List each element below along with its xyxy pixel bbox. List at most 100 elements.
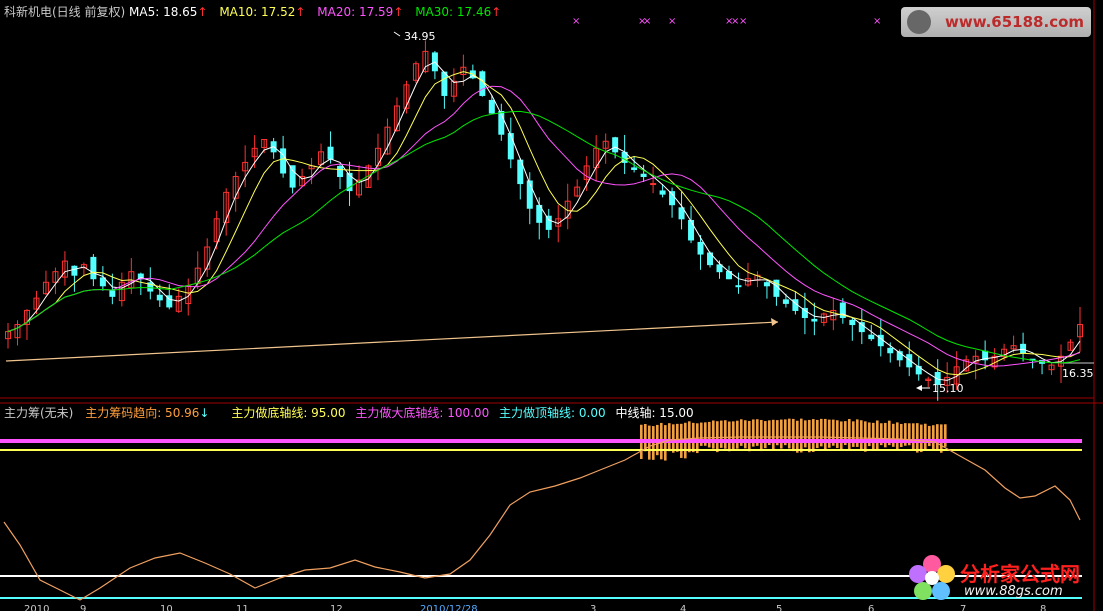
candle-body (744, 278, 751, 286)
indicator-bar (848, 443, 851, 450)
candle-body (640, 173, 647, 178)
indicator-bar (704, 422, 707, 441)
candle-body (545, 215, 552, 230)
indicator-bar (672, 443, 675, 453)
mid-axis-label: 中线轴: 15.00 (615, 406, 694, 420)
flower-logo-icon (909, 555, 955, 600)
candle-body (223, 191, 230, 224)
indicator-bar (916, 443, 919, 453)
indicator-bar (896, 443, 899, 450)
candle-body (412, 63, 419, 81)
indicator-bar (676, 423, 679, 441)
candle-body (337, 165, 344, 178)
indicator-bar (860, 443, 863, 451)
signal-markers: × × × × × × × × (572, 16, 881, 27)
indicator-bar (648, 425, 651, 441)
candle-body (251, 147, 258, 158)
signal-marker: × (873, 16, 881, 27)
candle-body (213, 218, 220, 243)
ma10-label: MA10: 17.52 (219, 5, 296, 19)
indicator-bar (712, 420, 715, 441)
indicator-bar (844, 421, 847, 441)
indicator-bar (796, 420, 799, 441)
candle-body (925, 378, 932, 381)
big-bottom-axis-label: 主力做大底轴线: 100.00 (355, 406, 490, 420)
candle-body (33, 297, 40, 310)
candle-body (90, 256, 97, 280)
candle-body (526, 180, 533, 209)
indicator-bar (668, 443, 671, 452)
up-arrow-icon: ↑ (491, 5, 502, 19)
candle-body (204, 246, 211, 270)
price-header: 科新机电(日线 前复权) MA5: 18.65↑ MA10: 17.52↑ MA… (4, 5, 501, 19)
indicator-bar (688, 443, 691, 453)
indicator-bar (896, 422, 899, 441)
site-logo-icon (907, 10, 931, 34)
candle-body (156, 294, 163, 301)
indicator-bar (852, 443, 855, 447)
indicator-bar (676, 443, 679, 452)
indicator-bar (692, 422, 695, 441)
indicator-bar (940, 443, 943, 453)
indicator-bar (816, 419, 819, 441)
indicator-bar (732, 421, 735, 441)
candle-body (14, 324, 21, 339)
indicator-bar (712, 443, 715, 449)
candle-body (42, 281, 49, 295)
indicator-bar (900, 443, 903, 448)
indicator-bar (780, 419, 783, 441)
indicator-bar (928, 425, 931, 441)
indicator-bar (856, 419, 859, 441)
candle-body (1067, 341, 1074, 351)
indicator-bar (900, 423, 903, 441)
trend-oscillator-line (3, 436, 1081, 601)
candle-body (232, 176, 239, 199)
indicator-bar (828, 419, 831, 441)
indicator-bar (768, 420, 771, 441)
indicator-bar (908, 423, 911, 441)
indicator-bar (744, 443, 747, 449)
indicator-bar (748, 443, 751, 452)
indicator-bar (840, 421, 843, 441)
indicator-bar (840, 443, 843, 450)
candle-body (384, 126, 391, 155)
indicator-bar (644, 443, 647, 452)
indicator-bar (936, 424, 939, 441)
x-axis-tick-label: 2010 (24, 604, 49, 611)
candle-body (801, 307, 808, 319)
indicator-bar (904, 423, 907, 441)
candle-body (650, 183, 657, 186)
indicator-bar (780, 443, 783, 449)
candle-body (631, 167, 638, 170)
indicator-bar (664, 443, 667, 461)
indicator-bar (920, 443, 923, 453)
watermark-url-bottom: www.88gs.com (964, 584, 1063, 599)
indicator-bar (752, 443, 755, 447)
indicator-bar (936, 443, 939, 450)
candle-body (953, 366, 960, 385)
indicator-bar (700, 422, 703, 441)
indicator-bar (920, 424, 923, 441)
indicator-bar (880, 423, 883, 441)
indicator-bar (912, 443, 915, 451)
high-price-label: 34.95 (404, 30, 436, 43)
indicator-bar (776, 420, 779, 441)
up-arrow-icon: ↑ (295, 5, 306, 19)
indicator-bar (804, 420, 807, 441)
indicator-bar (832, 443, 835, 446)
x-axis-tick-label: 11 (236, 604, 249, 611)
candle-body (299, 176, 306, 187)
indicator-bar (824, 443, 827, 450)
candle-body (450, 80, 457, 97)
indicator-bar (724, 443, 727, 449)
indicator-bar (716, 443, 719, 453)
indicator-bar (944, 424, 947, 441)
ma5-line (7, 61, 1081, 381)
candle-body (147, 282, 154, 292)
indicator-bar (800, 443, 803, 453)
candle-body (346, 172, 353, 192)
indicator-bar (816, 443, 819, 449)
candle-body (697, 241, 704, 255)
signal-marker: × (643, 16, 651, 27)
